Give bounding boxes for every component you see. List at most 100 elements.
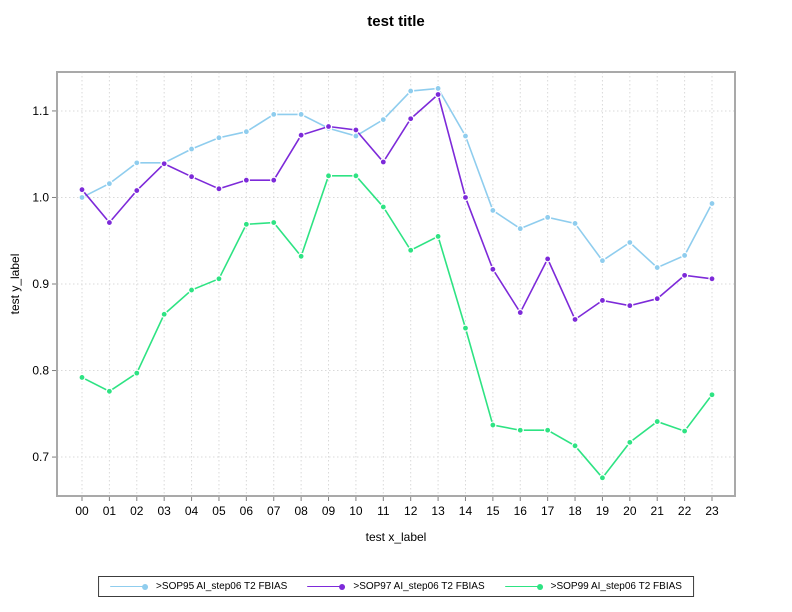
data-point (708, 199, 716, 208)
data-point (544, 426, 552, 434)
legend-line-dot-icon (307, 583, 346, 590)
x-tick-label: 17 (541, 504, 555, 518)
data-point (708, 275, 716, 283)
data-point (133, 186, 141, 195)
data-point (461, 193, 470, 202)
y-tick-label: 0.7 (32, 450, 49, 464)
plot-canvas: 00 01 02 03 04 05 06 07 08 09 10 11 12 13 14 15 16 17 18 19… (8, 71, 736, 544)
data-point (626, 438, 634, 446)
data-point (297, 110, 305, 119)
legend-item-label: >SOP99 AI_step06 T2 FBIAS (550, 581, 682, 592)
data-point (598, 474, 607, 482)
data-point (489, 206, 497, 215)
plot-border (56, 71, 736, 497)
data-point (160, 310, 168, 318)
data-point (571, 219, 579, 228)
x-tick-label: 00 (75, 504, 89, 518)
y-tick-label: 1.1 (32, 104, 49, 118)
data-point (489, 265, 497, 273)
series-line-2 (81, 93, 713, 321)
data-point (544, 255, 552, 263)
data-point (598, 296, 607, 305)
data-point (379, 158, 387, 166)
x-tick-label: 06 (240, 504, 254, 518)
data-point (242, 128, 250, 136)
y-tick-label: 1.0 (32, 190, 49, 204)
data-point (187, 173, 196, 181)
data-point (160, 160, 168, 168)
data-point (653, 295, 661, 303)
data-point (407, 115, 415, 123)
data-point (324, 172, 333, 180)
data-point (516, 225, 524, 233)
data-point (681, 251, 689, 260)
chart-title: test title (367, 13, 425, 30)
data-point (379, 203, 387, 211)
legend-dot-swatch (339, 583, 346, 590)
data-point (133, 369, 141, 377)
legend-dot-swatch (536, 583, 543, 590)
data-point (105, 180, 113, 188)
x-tick-label: 02 (130, 504, 144, 518)
x-tick-label: 23 (705, 504, 719, 518)
data-point (270, 110, 278, 119)
data-point (598, 257, 607, 265)
data-point (434, 84, 442, 93)
x-tick-label: 01 (103, 504, 117, 518)
data-point (407, 246, 415, 254)
data-point (653, 417, 661, 426)
data-point (270, 218, 278, 227)
data-point (434, 90, 442, 99)
data-point (407, 87, 415, 95)
data-point (379, 115, 387, 124)
series-line-1 (81, 87, 713, 269)
y-tick-label: 0.9 (32, 277, 49, 291)
data-point (681, 427, 689, 435)
data-point (133, 159, 141, 167)
x-tick-label: 18 (568, 504, 582, 518)
x-axis-label: test x_label (366, 530, 427, 544)
legend-line-swatch (504, 585, 539, 588)
x-tick-label: 11 (377, 504, 390, 518)
x-tick-label: 15 (486, 504, 500, 518)
x-tick-label: 08 (294, 504, 308, 518)
data-point (215, 185, 223, 193)
x-tick-label: 20 (623, 504, 637, 518)
x-tick-label: 05 (212, 504, 226, 518)
x-tick-label: 12 (404, 504, 418, 518)
x-tick-label: 22 (678, 504, 692, 518)
data-point (352, 172, 360, 180)
data-point (516, 426, 524, 434)
series-line-3 (81, 175, 713, 480)
y-axis-label: test y_label (8, 254, 22, 315)
data-point (626, 302, 634, 310)
data-point (297, 252, 305, 260)
data-point (352, 132, 360, 140)
data-point (242, 220, 250, 228)
data-point (270, 176, 278, 184)
y-tick-label: 0.8 (32, 364, 49, 378)
legend-line-swatch (307, 585, 342, 588)
x-tick-label: 10 (349, 504, 363, 518)
data-point (215, 275, 223, 283)
data-point (571, 442, 579, 450)
data-point (352, 126, 360, 134)
data-point (105, 218, 113, 227)
data-point (242, 176, 250, 184)
legend-item: >SOP97 AI_step06 T2 FBIAS (307, 581, 485, 592)
x-tick-label: 19 (596, 504, 610, 518)
legend-item-label: >SOP97 AI_step06 T2 FBIAS (353, 581, 485, 592)
x-tick-label: 04 (185, 504, 199, 518)
x-tick-label: 09 (322, 504, 336, 518)
data-point (653, 263, 661, 272)
data-point (461, 324, 470, 332)
data-point (78, 373, 86, 382)
data-point (78, 186, 86, 194)
data-point (516, 308, 524, 317)
x-tick-label: 03 (157, 504, 171, 518)
data-point (571, 315, 579, 324)
legend-item: >SOP95 AI_step06 T2 FBIAS (110, 581, 287, 592)
data-point (215, 134, 223, 142)
data-point (187, 145, 196, 153)
